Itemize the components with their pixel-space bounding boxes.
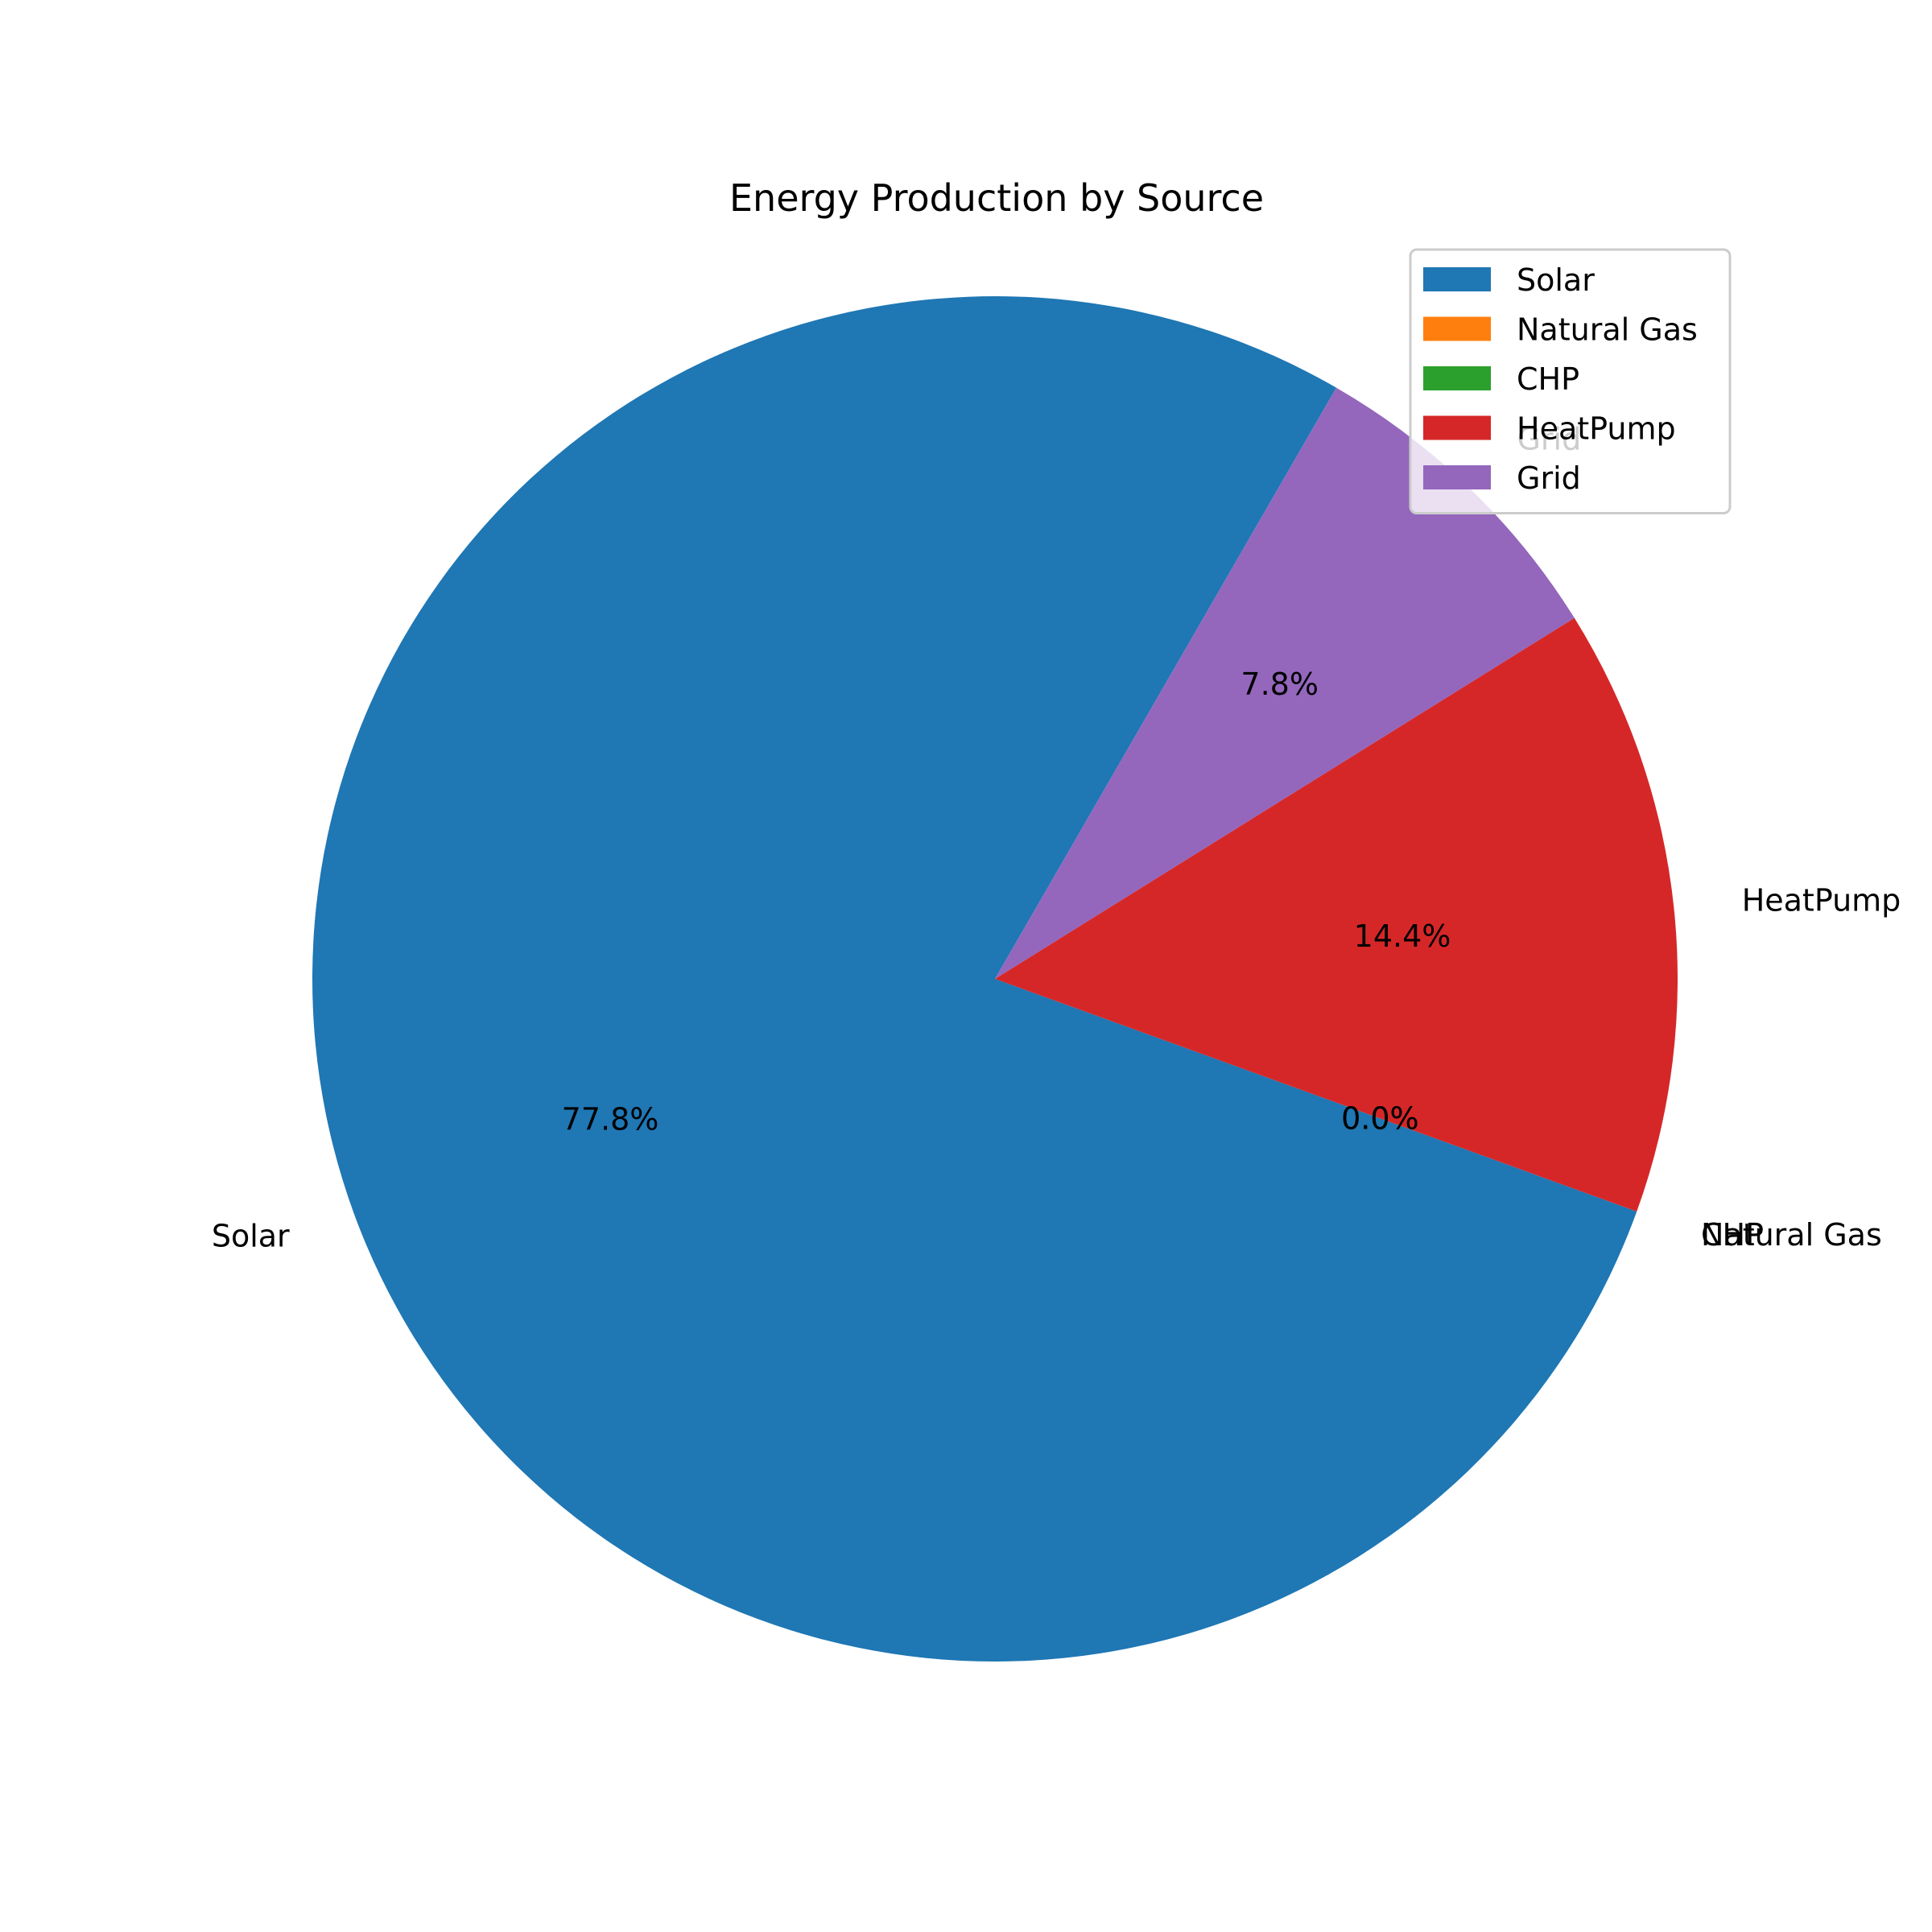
legend-label-heatpump: HeatPump — [1517, 411, 1676, 447]
chart-title: Energy Production by Source — [729, 176, 1264, 220]
legend-swatch-heatpump — [1423, 415, 1491, 440]
legend-swatch-chp — [1423, 366, 1491, 390]
legend-swatch-natural-gas — [1423, 316, 1491, 341]
legend-label-natural-gas: Natural Gas — [1517, 312, 1698, 348]
legend-label-grid: Grid — [1517, 460, 1581, 496]
slice-label-natural-gas: Natural Gas — [1701, 1217, 1882, 1253]
pie-slice-grid — [995, 387, 1575, 979]
pie-slices — [312, 296, 1678, 1662]
slice-percent-heatpump: 14.4% — [1354, 919, 1451, 954]
legend: Solar Natural Gas CHP HeatPump Grid — [1409, 248, 1732, 514]
legend-box — [1409, 248, 1732, 514]
legend-swatch-solar — [1423, 267, 1491, 291]
slice-label-solar: Solar — [212, 1219, 290, 1254]
slice-percent-solar: 77.8% — [562, 1101, 659, 1137]
pie-percent-labels: 77.8% 0.0%0.0%14.4%7.8% — [562, 667, 1451, 1137]
legend-swatch-grid — [1423, 465, 1491, 489]
legend-label-chp: CHP — [1517, 361, 1579, 397]
pie-slice-solar — [312, 296, 1637, 1662]
slice-label-heatpump: HeatPump — [1742, 882, 1901, 918]
slice-percent-natural-gas: 0.0% — [1341, 1100, 1419, 1136]
pie-slice-heatpump — [995, 617, 1678, 1212]
slice-percent-chp: 0.0% — [1341, 1100, 1419, 1136]
slice-label-chp: CHP — [1701, 1217, 1764, 1253]
legend-label-solar: Solar — [1517, 262, 1595, 298]
slice-percent-grid: 7.8% — [1241, 667, 1319, 702]
